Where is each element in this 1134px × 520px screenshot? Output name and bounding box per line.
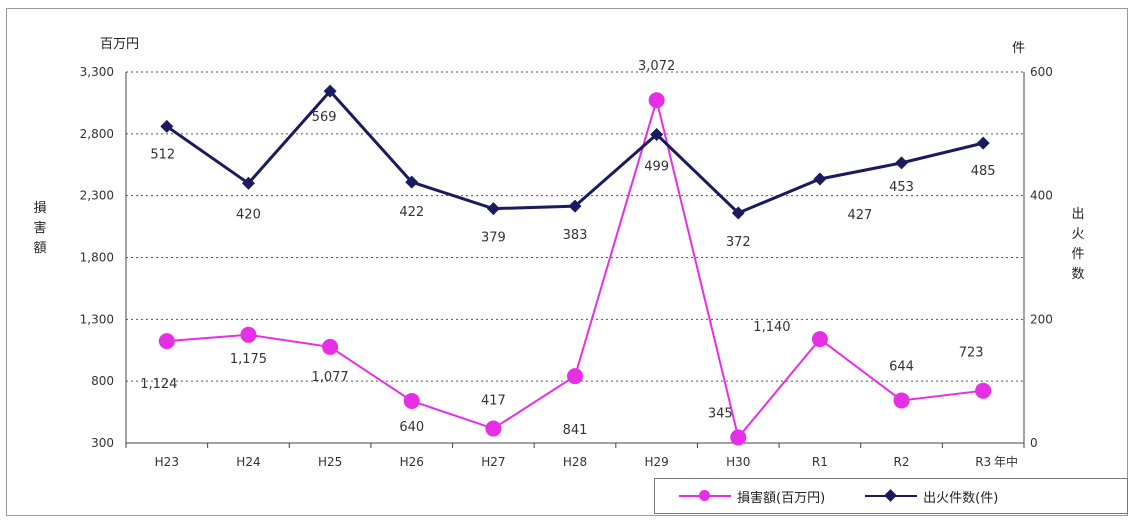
legend: 損害額(百万円) 出火件数(件) (654, 478, 1128, 514)
x-tick-label: H30 (726, 455, 750, 469)
left-tick-label: 1,300 (80, 312, 114, 326)
chart-frame (6, 8, 1128, 516)
damage-point (240, 326, 257, 343)
fire-point (731, 206, 745, 220)
data-label: 427 (847, 208, 872, 223)
axis-title-char: 出 (1071, 207, 1084, 222)
series-layer (158, 84, 992, 446)
legend-item-fires: 出火件数(件) (865, 487, 998, 506)
left-tick-label: 800 (91, 374, 114, 388)
x-tick-label: H27 (481, 455, 505, 469)
data-label: 345 (708, 406, 733, 421)
fire-point (568, 199, 582, 213)
fire-point (241, 176, 255, 190)
left-axis-unit: 百万円 (100, 37, 139, 52)
series-line (166, 96, 984, 440)
axis-title-char: 損 (33, 201, 46, 216)
damage-point (567, 368, 583, 385)
data-label: 383 (563, 228, 588, 243)
x-tick-label: H25 (318, 455, 342, 469)
right-tick-label: 600 (1030, 65, 1053, 79)
x-tick-label: R1 (812, 455, 828, 469)
x-axis-suffix: 年中 (994, 454, 1018, 469)
x-tick-label: H24 (236, 455, 260, 469)
damage-point (730, 429, 747, 446)
fire-point (976, 136, 990, 150)
data-label: 453 (889, 180, 914, 195)
data-label: 1,175 (230, 352, 267, 367)
data-label: 420 (236, 207, 261, 222)
fire-point (650, 127, 664, 141)
damage-point (811, 331, 828, 348)
x-tick-label: R3 (975, 455, 991, 469)
damage-point (485, 420, 502, 437)
data-label: 1,077 (311, 370, 348, 385)
legend-swatch-fires (865, 489, 918, 502)
axis-title-char: 火 (1071, 227, 1084, 242)
x-tick-label: H29 (644, 455, 668, 469)
data-label: 379 (481, 231, 506, 246)
fire-point (160, 119, 174, 133)
data-label: 417 (481, 394, 506, 409)
left-tick-label: 1,800 (80, 251, 114, 265)
x-tick-label: H26 (400, 455, 424, 469)
fire-point (813, 172, 827, 186)
grid-lines (126, 71, 1024, 382)
damage-point (403, 392, 420, 409)
fire-point (486, 202, 500, 216)
data-label: 569 (312, 110, 337, 125)
fire-point (405, 175, 419, 189)
data-labels: 1,124 1,175 1,077 640 417 841 3,072 345 1,140 644… (140, 59, 995, 438)
axis-title-char: 額 (33, 241, 46, 256)
left-tick-label: 2,300 (80, 189, 114, 203)
fire-point (895, 156, 909, 170)
data-label: 485 (971, 164, 996, 179)
data-label: 499 (644, 159, 669, 174)
legend-label-fires: 出火件数(件) (923, 490, 999, 506)
right-axis-title: 出火件数 (1071, 207, 1084, 282)
data-label: 723 (959, 346, 984, 361)
damage-point (975, 382, 992, 399)
data-label: 1,124 (140, 377, 177, 392)
x-tick-label: H28 (563, 455, 587, 469)
data-label: 512 (150, 147, 175, 162)
axes (125, 72, 1025, 448)
tick-labels: 300 800 1,300 1,800 2,300 2,800 3,300 0 200 400 60… (80, 65, 1053, 469)
axis-title-char: 数 (1071, 267, 1084, 282)
legend-label-damage: 損害額(百万円) (737, 490, 826, 506)
damage-point (322, 338, 339, 355)
data-label: 640 (399, 420, 424, 435)
data-label: 3,072 (638, 59, 675, 74)
legend-swatch-damage (679, 490, 731, 501)
fire-point (323, 84, 337, 98)
damage-point (158, 333, 175, 350)
legend-item-damage: 損害額(百万円) (679, 487, 825, 506)
right-tick-label: 0 (1030, 436, 1038, 450)
right-tick-label: 200 (1030, 312, 1053, 326)
left-tick-label: 2,800 (80, 127, 114, 141)
left-tick-label: 300 (91, 436, 114, 450)
right-tick-label: 400 (1030, 189, 1053, 203)
data-label: 841 (563, 423, 588, 438)
data-label: 644 (889, 359, 914, 374)
right-axis-unit: 件 (1012, 41, 1025, 56)
data-label: 422 (399, 205, 424, 220)
left-axis-title: 損害額 (33, 201, 46, 256)
x-tick-label: H23 (155, 455, 179, 469)
series-line (165, 88, 984, 215)
x-tick-label: R2 (894, 455, 910, 469)
damage-point (893, 392, 910, 409)
data-label: 372 (726, 235, 751, 250)
data-label: 1,140 (753, 320, 790, 335)
axis-title-char: 件 (1071, 247, 1084, 262)
left-tick-label: 3,300 (80, 65, 114, 79)
axis-title-char: 害 (33, 220, 46, 236)
damage-point (648, 92, 665, 109)
